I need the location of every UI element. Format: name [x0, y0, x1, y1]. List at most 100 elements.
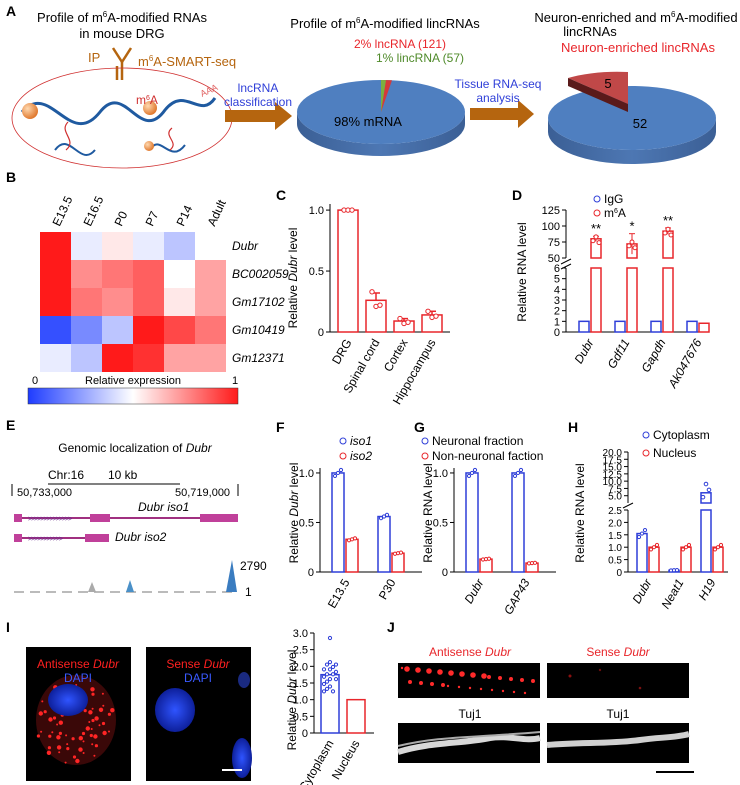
bar [698, 322, 710, 333]
data-point [321, 667, 327, 672]
data-point [324, 679, 330, 684]
fish-dot [91, 718, 95, 723]
fish-dot [91, 743, 94, 746]
fish-dot [78, 747, 83, 752]
fish-dot [58, 720, 63, 725]
heatmap-cell [71, 344, 102, 372]
heatmap-cell [133, 316, 164, 344]
heatmap-cell [195, 316, 226, 344]
fish-dot [64, 761, 67, 764]
smartseq-label: m6A-SMART-seq [138, 54, 236, 69]
x-tick-label: Dubr [629, 576, 655, 606]
nucleus-dapi [232, 738, 252, 778]
fish-dot [75, 758, 80, 764]
panel-label-c: C [276, 187, 286, 203]
fish-dot [419, 681, 423, 685]
data-point [706, 487, 712, 493]
heatmap-cell [133, 232, 164, 260]
chart-g: 0 0.5 1.0 Dubr GAP43 [433, 467, 556, 617]
axis-break [622, 502, 634, 509]
data-point [321, 674, 327, 679]
y-tick-label: 0.5 [309, 266, 324, 278]
fish-dot [108, 730, 110, 733]
data-point [515, 470, 521, 476]
fish-dot [446, 684, 450, 688]
fish-dot [56, 735, 61, 740]
fish-dot [58, 751, 61, 754]
panel-label-j: J [387, 619, 395, 635]
data-point [335, 470, 341, 476]
heatmap-cell [133, 288, 164, 316]
panel-g: G Relative RNA level 0 0.5 1.0 Dubr GAP43 Ne… [414, 419, 556, 617]
fish-dot [479, 687, 483, 691]
bar [614, 320, 626, 333]
legend-marker-neuronal [421, 437, 429, 445]
data-point [532, 560, 538, 565]
significance-mark: * [629, 219, 634, 234]
data-point [377, 302, 383, 308]
iso1-track: >>>>>>>>>>>>>> [14, 514, 238, 523]
y-tick-label: 1.5 [293, 678, 308, 690]
panel-f-ylabel: Relative Dubr level [287, 463, 301, 564]
fish-dot [81, 731, 86, 736]
x-tick-label: E13.5 [325, 576, 353, 610]
fish-dot [470, 672, 476, 678]
data-point [642, 528, 648, 533]
panel-h: H Relative RNA level 5.07.510.012.515.01… [568, 419, 728, 611]
bar [686, 320, 698, 333]
data-point [654, 542, 660, 548]
heatmap-cell [102, 232, 133, 260]
data-point [397, 315, 403, 322]
y-tick-label: 0 [318, 327, 324, 339]
data-point [333, 669, 339, 674]
data-point [703, 481, 709, 487]
m6a-mark: m6A [136, 93, 158, 107]
panel-label-e: E [6, 417, 15, 433]
data-point [662, 230, 668, 236]
data-point [327, 635, 333, 641]
fish-dot [98, 724, 101, 727]
fish-dot [88, 721, 91, 723]
fish-dot [38, 711, 43, 716]
bar [345, 538, 359, 573]
heatmap-cell [133, 344, 164, 372]
y-tick-label: 0.5 [293, 711, 308, 723]
arrow1-label-1: lncRNA [238, 81, 279, 95]
ip-label: IP [88, 50, 100, 65]
pie2-slice-small-side [568, 78, 628, 112]
heatmap-cell [71, 232, 102, 260]
heatmap-cell [40, 344, 71, 372]
fish-dot [82, 740, 85, 743]
coord-left: 50,733,000 [17, 487, 72, 499]
rna-strand-2 [54, 143, 186, 156]
bar [590, 267, 602, 333]
heatmap-row-labels: Dubr BC002059 Gm17102 Gm10419 Gm12371 [232, 239, 289, 365]
heatmap-col-label: E13.5 [50, 194, 76, 229]
fish-dot [468, 686, 472, 690]
y-tick-label: 5.0 [608, 492, 622, 503]
x-tick-label: Dubr [571, 336, 597, 366]
tuj1-label: Tuj1 [459, 707, 482, 721]
heatmap-row-label: BC002059 [232, 267, 289, 281]
fish-dot [98, 707, 104, 712]
data-point [405, 319, 411, 325]
y-tick-label: 6 [554, 263, 560, 275]
legend-iso2: iso2 [350, 449, 372, 463]
heatmap-row-label: Dubr [232, 239, 259, 253]
legend-iso1: iso1 [350, 434, 372, 448]
panel-g-ylabel: Relative RNA level [421, 463, 435, 562]
y-tick-label: 0 [302, 728, 308, 740]
heatmap-cell [164, 316, 195, 344]
panel-e-title: Genomic localization of Dubr [58, 441, 212, 455]
chart-h: 5.07.510.012.515.017.520.0 00.5 1.01.5 2.02… [603, 448, 728, 611]
heatmap-cell [102, 260, 133, 288]
heatmap-cell [164, 344, 195, 372]
bar [337, 209, 359, 333]
bead-icon [143, 101, 157, 115]
legend-marker-iso1 [339, 437, 347, 445]
data-point [327, 667, 333, 672]
track-max: 2790 [240, 559, 267, 573]
bar [391, 552, 405, 573]
